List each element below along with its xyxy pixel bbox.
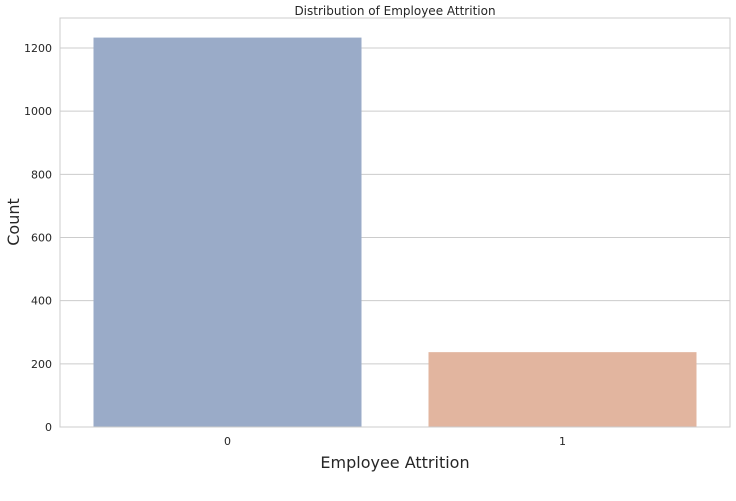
y-tick-label: 1200 [24,42,52,55]
y-tick-label: 200 [31,358,52,371]
y-tick-label: 400 [31,295,52,308]
plot-frame [59,17,731,428]
y-tick-label: 600 [31,232,52,245]
bar-0 [93,37,362,427]
y-tick-label: 800 [31,168,52,181]
x-tick-label: 0 [224,435,231,448]
chart-title: Distribution of Employee Attrition [294,4,495,18]
y-tick-labels: 0 200 400 600 800 1000 1200 [24,42,52,434]
y-axis-label: Count [4,198,23,246]
y-tick-label: 0 [45,421,52,434]
x-tick-label: 1 [559,435,566,448]
bar-1 [428,352,697,427]
bars [93,37,697,427]
y-tick-label: 1000 [24,105,52,118]
x-axis-label: Employee Attrition [320,453,469,472]
